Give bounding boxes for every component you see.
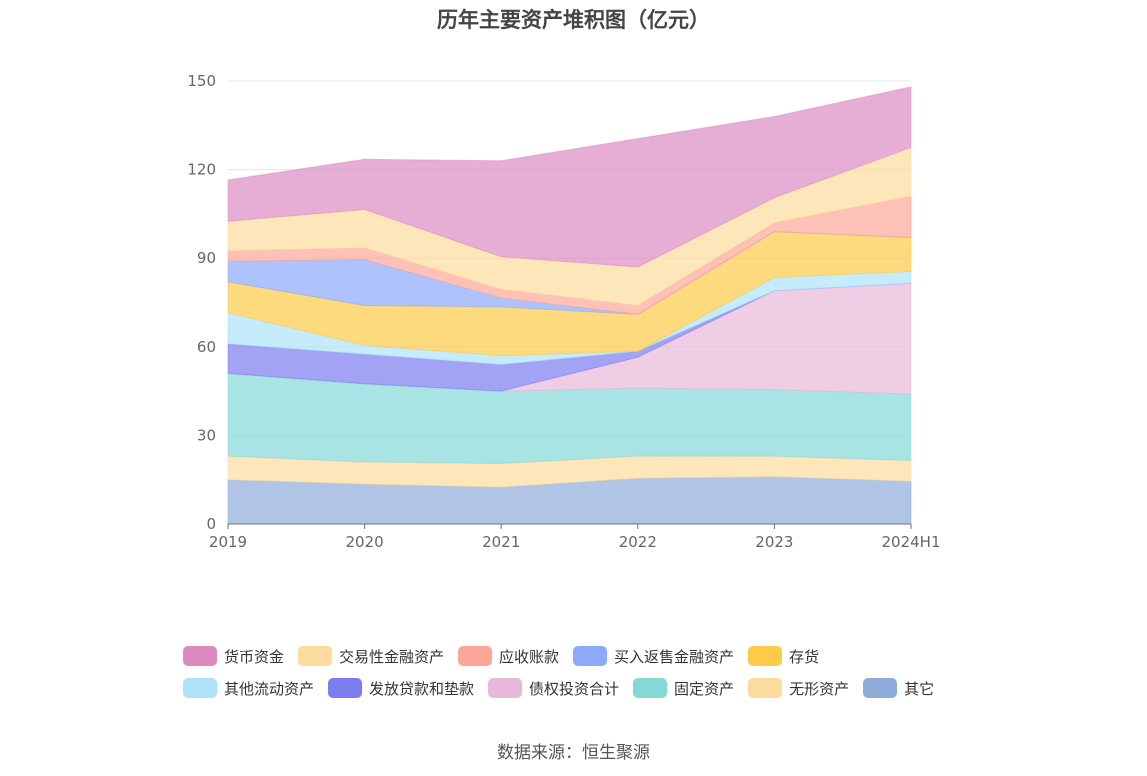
x-tick-label: 2024H1 [882, 533, 941, 551]
legend-swatch [573, 646, 608, 666]
legend-label: 交易性金融资产 [339, 647, 445, 666]
legend-row: 货币资金 交易性金融资产 应收账款 买入返售金融资产 存货 [183, 640, 1003, 672]
y-tick-label: 90 [197, 249, 216, 267]
legend-label: 债权投资合计 [529, 679, 620, 698]
x-tick-label: 2022 [619, 533, 657, 551]
legend-label: 发放贷款和垫款 [369, 679, 475, 698]
area-series-0[interactable] [227, 476, 912, 525]
data-source-note: 数据来源：恒生聚源 [497, 743, 650, 763]
legend-swatch [458, 646, 493, 666]
legend-item[interactable]: 交易性金融资产 [298, 646, 444, 667]
legend-swatch [183, 646, 217, 666]
legend-item[interactable]: 固定资产 [633, 678, 734, 699]
legend-label: 买入返售金融资产 [614, 647, 735, 666]
legend-label: 其它 [904, 679, 935, 698]
legend-item[interactable]: 债权投资合计 [488, 678, 619, 699]
y-tick-label: 120 [187, 161, 216, 179]
legend-item[interactable]: 其它 [863, 678, 934, 699]
y-tick-label: 30 [197, 426, 216, 444]
legend-swatch [748, 646, 783, 666]
area-series-10[interactable] [227, 86, 912, 268]
legend-swatch [488, 678, 523, 698]
legend-label: 应收账款 [499, 647, 560, 666]
legend-item[interactable]: 应收账款 [458, 646, 559, 667]
legend-swatch [328, 678, 363, 698]
legend-item[interactable]: 存货 [748, 646, 819, 667]
y-tick-label: 150 [187, 72, 216, 90]
legend-swatch [298, 646, 333, 666]
legend-item[interactable]: 货币资金 [183, 646, 284, 667]
x-tick-label: 2021 [482, 533, 520, 551]
legend-item[interactable]: 无形资产 [748, 678, 849, 699]
legend-label: 货币资金 [224, 647, 285, 666]
legend-item[interactable]: 其他流动资产 [183, 678, 314, 699]
y-tick-label: 60 [197, 338, 216, 356]
legend-swatch [863, 678, 898, 698]
stacked-area-chart: 0 30 60 90 120 150 2019 2020 2021 2022 2023 2024H1 [187, 72, 941, 551]
legend-label: 固定资产 [674, 679, 735, 698]
legend-item[interactable]: 买入返售金融资产 [573, 646, 734, 667]
x-tick-label: 2023 [755, 533, 793, 551]
x-tick-label: 2019 [209, 533, 247, 551]
chart-legend: 货币资金 交易性金融资产 应收账款 买入返售金融资产 存货 其他流动资产 发放贷款和垫款 债… [183, 640, 1003, 704]
legend-swatch [183, 678, 217, 698]
chart-title: 历年主要资产堆积图（亿元） [437, 8, 710, 32]
legend-label: 无形资产 [789, 679, 850, 698]
y-tick-label: 0 [206, 515, 216, 533]
x-tick-label: 2020 [346, 533, 384, 551]
legend-label: 存货 [789, 647, 820, 666]
legend-row: 其他流动资产 发放贷款和垫款 债权投资合计 固定资产 无形资产 其它 [183, 672, 1003, 704]
legend-label: 其他流动资产 [224, 679, 315, 698]
legend-swatch [748, 678, 783, 698]
legend-item[interactable]: 发放贷款和垫款 [328, 678, 474, 699]
legend-swatch [633, 678, 668, 698]
